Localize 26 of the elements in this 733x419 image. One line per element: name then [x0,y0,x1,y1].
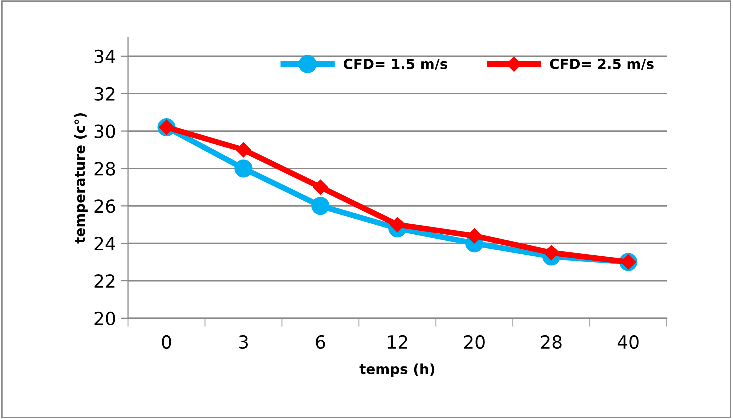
y-tick-label: 20 [94,312,116,326]
point [390,217,406,232]
point [544,245,560,261]
y-axis-title: temperature (c°) [74,113,88,244]
y-tick-label: 34 [94,50,116,64]
y-tick-label: 30 [94,124,116,138]
y-tick-label: 28 [94,162,116,176]
x-tick-label: 6 [316,335,326,350]
x-tick-label: 20 [464,335,485,350]
point [236,142,252,158]
legend-label: CFD= 2.5 m/s [550,58,654,70]
point [312,197,330,216]
y-tick-label: 22 [94,274,115,288]
y-tick-label: 32 [94,87,115,101]
point [467,228,482,244]
x-tick-label: 0 [162,335,172,350]
y-tick-label: 26 [94,200,116,214]
point [313,180,328,196]
x-tick-label: 40 [618,335,639,350]
legend-label: CFD= 1.5 m/s [344,58,448,70]
x-tick-label: 3 [239,335,248,350]
point [234,160,253,178]
x-axis-title: temps (h) [360,364,435,378]
x-tick-label: 28 [541,335,562,350]
y-tick-label: 24 [94,237,116,250]
x-tick-label: 12 [388,335,408,349]
